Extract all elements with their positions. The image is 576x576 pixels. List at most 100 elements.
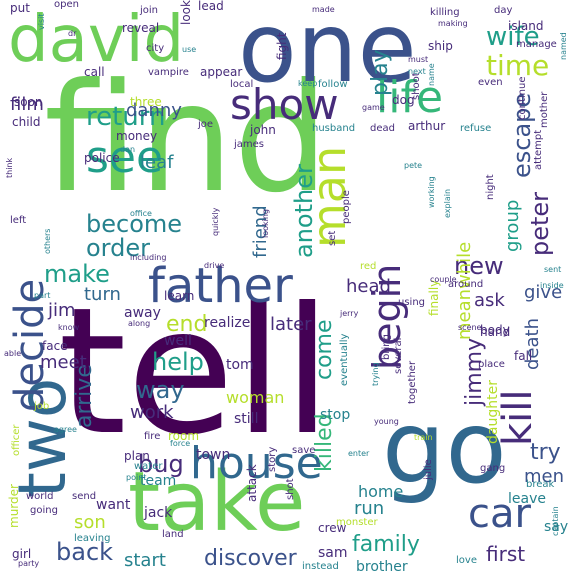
word-name: name: [427, 63, 436, 86]
word-well: well: [164, 333, 192, 349]
word-send: send: [72, 491, 97, 502]
word-realize: realize: [204, 315, 251, 331]
word-made: made: [312, 5, 335, 14]
word-john: john: [250, 123, 276, 137]
word-world: world: [26, 491, 54, 502]
word-visit: visit: [37, 13, 46, 30]
word-one: one: [238, 0, 417, 104]
word-around: around: [448, 279, 484, 290]
word-think: think: [5, 157, 14, 178]
word-using: using: [398, 297, 426, 308]
word-next: next: [408, 67, 426, 76]
word-home: home: [358, 482, 404, 501]
word-leaf: leaf: [140, 152, 174, 173]
word-party: party: [18, 559, 40, 568]
word-brother: brother: [356, 559, 408, 575]
word-danny: danny: [126, 100, 182, 121]
word-dr: dr: [68, 29, 77, 38]
word-dog: dog: [392, 93, 415, 107]
word-island: island: [508, 19, 544, 33]
word-police: police: [84, 151, 120, 165]
word-use: use: [182, 45, 197, 54]
word-water: water: [134, 461, 163, 472]
word-put: put: [10, 1, 30, 15]
word-still: still: [234, 411, 259, 427]
word-town: town: [196, 447, 231, 463]
word-monster: monster: [336, 517, 378, 528]
word-child: child: [12, 115, 41, 129]
word-love: love: [456, 555, 477, 566]
word-stop: stop: [320, 407, 351, 423]
word-able: able: [4, 349, 22, 358]
word-quickly: quickly: [211, 207, 220, 236]
word-job: job: [34, 401, 50, 412]
word-mother: mother: [539, 91, 550, 128]
word-kill: kill: [495, 389, 541, 446]
word-girl: girl: [12, 547, 32, 561]
word-life: life: [376, 72, 444, 123]
word-say: say: [544, 519, 569, 535]
word-hand: hand: [480, 325, 511, 339]
word-time: time: [486, 49, 550, 82]
word-force: force: [170, 439, 191, 448]
word-soon: soon: [14, 95, 43, 109]
word-inside: inside: [540, 281, 564, 290]
word-drive: drive: [204, 261, 225, 270]
word-another: another: [290, 164, 318, 258]
word-know: know: [58, 323, 80, 332]
word-sent: sent: [544, 265, 562, 274]
word-start: start: [124, 550, 166, 571]
word-first: first: [486, 542, 526, 566]
word-game: game: [362, 103, 385, 112]
word-office: office: [130, 209, 152, 218]
word-fire: fire: [144, 431, 161, 442]
word-lead: lead: [198, 0, 224, 13]
word-father: father: [148, 258, 293, 314]
word-want: want: [96, 497, 131, 513]
word-trying: trying: [371, 362, 380, 386]
word-scene: scene: [458, 323, 482, 332]
word-arthur: arthur: [408, 119, 446, 133]
word-tom: tom: [226, 357, 254, 373]
word-tell: tell: [58, 271, 332, 474]
word-look: look: [179, 0, 193, 25]
word-day: day: [494, 5, 513, 16]
word-back: back: [56, 538, 114, 566]
word-body: body: [480, 323, 510, 337]
word-people: people: [341, 190, 352, 224]
word-together: together: [407, 360, 418, 404]
word-even: even: [478, 77, 503, 88]
word-going: going: [30, 505, 58, 516]
word-land: land: [162, 529, 184, 540]
word-captain: captain: [551, 506, 560, 536]
word-point: point: [126, 473, 147, 482]
word-attempt: attempt: [533, 129, 544, 170]
word-red: red: [360, 261, 377, 272]
word-become: become: [86, 210, 183, 238]
word-play: play: [368, 49, 393, 96]
word-discover: discover: [204, 546, 297, 571]
word-must: must: [408, 55, 429, 64]
word-work: work: [130, 402, 174, 423]
word-arrive: arrive: [72, 364, 97, 428]
word-house: house: [190, 438, 323, 489]
word-end: end: [166, 312, 208, 337]
word-vampire: vampire: [148, 67, 189, 78]
word-ship: ship: [428, 39, 453, 53]
word-fight: fight: [275, 32, 289, 61]
word-several: several: [393, 337, 404, 374]
word-open: open: [54, 0, 79, 10]
word-james: james: [234, 139, 265, 150]
word-meet: meet: [40, 352, 87, 373]
word-give: give: [524, 282, 563, 303]
word-named: named: [559, 32, 568, 60]
word-left: left: [10, 215, 27, 226]
word-leave: leave: [508, 491, 546, 507]
word-young: young: [374, 417, 399, 426]
word-run: run: [354, 498, 385, 519]
word-peter: peter: [526, 191, 554, 256]
word-pete: pete: [404, 161, 423, 170]
word-murder: murder: [7, 484, 21, 528]
word-night: night: [485, 174, 496, 200]
